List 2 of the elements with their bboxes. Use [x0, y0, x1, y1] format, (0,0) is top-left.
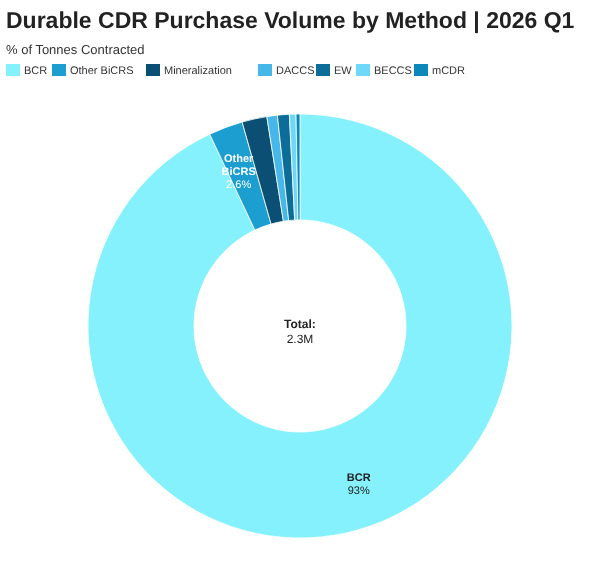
chart-title: Durable CDR Purchase Volume by Method | 2026 Q1: [6, 10, 576, 34]
donut-slice: [87, 113, 513, 539]
